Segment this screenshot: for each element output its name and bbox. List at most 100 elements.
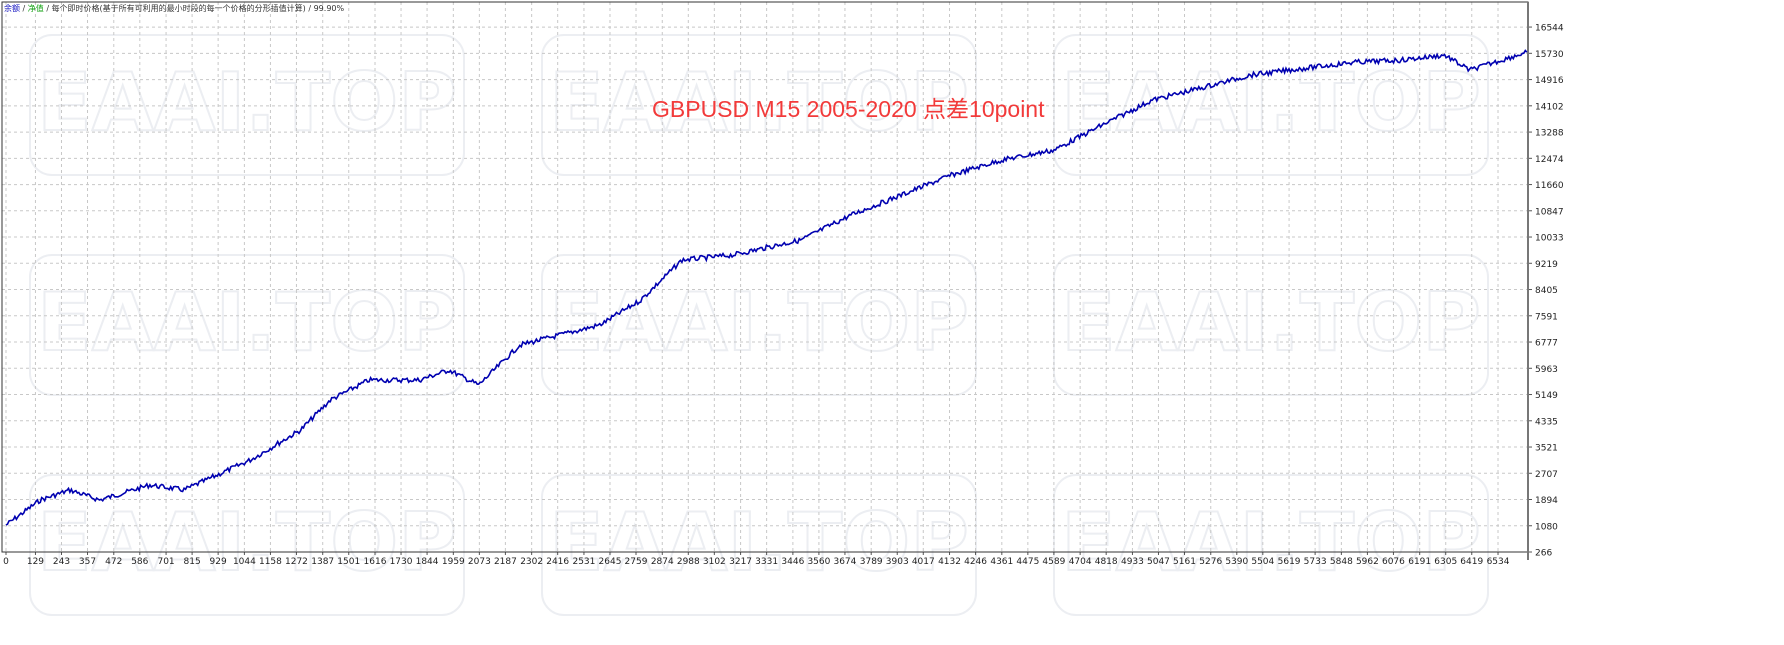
x-tick-label: 3789	[860, 557, 883, 567]
x-tick-label: 5962	[1356, 557, 1379, 567]
watermark-box	[29, 254, 465, 396]
x-tick-label: 472	[105, 557, 122, 567]
x-tick-label: 357	[79, 557, 96, 567]
x-tick-label: 1730	[390, 557, 413, 567]
y-tick-label: 1080	[1535, 522, 1558, 532]
x-tick-label: 129	[27, 557, 44, 567]
y-tick-label: 266	[1535, 549, 1552, 559]
x-tick-label: 4818	[1095, 557, 1118, 567]
x-tick-label: 2531	[572, 557, 595, 567]
y-tick-label: 15730	[1535, 50, 1564, 60]
legend-sep: /	[43, 4, 52, 13]
x-tick-label: 1501	[337, 557, 360, 567]
chart-legend: 余额 / 净值 / 每个即时价格(基于所有可利用的最小时段的每一个价格的分形插值…	[4, 3, 344, 14]
y-tick-label: 6777	[1535, 339, 1558, 349]
x-tick-label: 1959	[442, 557, 465, 567]
x-tick-label: 3331	[755, 557, 778, 567]
x-tick-label: 3674	[833, 557, 856, 567]
x-tick-label: 1158	[259, 557, 282, 567]
x-tick-label: 6305	[1434, 557, 1457, 567]
x-tick-label: 1616	[364, 557, 387, 567]
x-tick-label: 243	[53, 557, 70, 567]
x-tick-label: 2073	[468, 557, 491, 567]
x-tick-label: 4132	[938, 557, 961, 567]
y-tick-label: 2707	[1535, 470, 1558, 480]
watermark-text: EAAI.TOP	[1061, 276, 1481, 369]
y-tick-label: 11660	[1535, 181, 1564, 191]
legend-quality: 99.90%	[313, 4, 345, 13]
y-tick-label: 8405	[1535, 286, 1558, 296]
x-tick-label: 1844	[416, 557, 439, 567]
x-tick-label: 5047	[1147, 557, 1170, 567]
x-tick-label: 1272	[285, 557, 308, 567]
watermark-text: EAAI.TOP	[549, 56, 969, 149]
y-tick-label: 16544	[1535, 24, 1564, 34]
chart-title: GBPUSD M15 2005-2020 点差10point	[652, 96, 1045, 122]
watermark-text: EAAI.TOP	[1061, 56, 1481, 149]
legend-sep: /	[305, 4, 314, 13]
legend-equity: 净值	[27, 4, 44, 13]
y-tick-label: 13288	[1535, 129, 1564, 139]
x-tick-label: 2416	[546, 557, 569, 567]
watermark-text: EAAI.TOP	[1061, 496, 1481, 589]
x-tick-label: 2187	[494, 557, 517, 567]
x-tick-label: 4589	[1042, 557, 1065, 567]
watermark-text: EAAI.TOP	[37, 276, 457, 369]
y-tick-label: 12474	[1535, 155, 1564, 165]
x-tick-label: 4017	[912, 557, 935, 567]
x-tick-label: 2645	[599, 557, 622, 567]
x-tick-label: 4933	[1121, 557, 1144, 567]
y-tick-label: 14102	[1535, 102, 1564, 112]
x-tick-label: 6534	[1487, 557, 1510, 567]
y-tick-label: 10033	[1535, 234, 1564, 244]
y-tick-label: 5149	[1535, 391, 1558, 401]
y-tick-label: 3521	[1535, 444, 1558, 454]
x-tick-label: 3102	[703, 557, 726, 567]
watermark-box	[29, 34, 465, 176]
watermark-text: EAAI.TOP	[549, 496, 969, 589]
x-tick-label: 4361	[990, 557, 1013, 567]
x-tick-label: 2302	[520, 557, 543, 567]
x-tick-label: 929	[210, 557, 227, 567]
legend-sep: /	[20, 4, 28, 13]
y-tick-label: 1894	[1535, 496, 1558, 506]
y-tick-label: 5963	[1535, 365, 1558, 375]
x-tick-label: 2874	[651, 557, 674, 567]
x-tick-label: 5390	[1225, 557, 1248, 567]
x-tick-label: 5161	[1173, 557, 1196, 567]
x-tick-label: 6191	[1408, 557, 1431, 567]
x-tick-label: 5848	[1330, 557, 1353, 567]
y-tick-label: 9219	[1535, 260, 1558, 270]
x-tick-label: 1044	[233, 557, 256, 567]
x-tick-label: 2759	[625, 557, 648, 567]
watermark-text: EAAI.TOP	[549, 276, 969, 369]
x-tick-label: 701	[157, 557, 174, 567]
x-tick-label: 5276	[1199, 557, 1222, 567]
x-tick-label: 4246	[964, 557, 987, 567]
watermark-box	[29, 474, 465, 616]
x-tick-label: 4704	[1069, 557, 1092, 567]
x-tick-label: 6419	[1460, 557, 1483, 567]
x-tick-label: 3446	[781, 557, 804, 567]
x-tick-label: 815	[184, 557, 201, 567]
x-tick-label: 3560	[807, 557, 830, 567]
x-tick-label: 6076	[1382, 557, 1405, 567]
y-tick-label: 14916	[1535, 76, 1564, 86]
x-tick-label: 0	[3, 557, 9, 567]
y-tick-label: 7591	[1535, 312, 1558, 322]
x-tick-label: 4475	[1016, 557, 1039, 567]
legend-balance: 余额	[4, 4, 20, 13]
x-tick-label: 3903	[886, 557, 909, 567]
watermark-text: EAAI.TOP	[37, 496, 457, 589]
y-tick-label: 4335	[1535, 417, 1558, 427]
x-tick-label: 3217	[729, 557, 752, 567]
x-tick-label: 1387	[311, 557, 334, 567]
y-tick-label: 10847	[1535, 207, 1564, 217]
watermark-text: EAAI.TOP	[37, 56, 457, 149]
balance-line	[5, 49, 1528, 526]
x-tick-label: 5619	[1278, 557, 1301, 567]
x-tick-label: 2988	[677, 557, 700, 567]
x-tick-label: 586	[131, 557, 148, 567]
x-tick-label: 5733	[1304, 557, 1327, 567]
